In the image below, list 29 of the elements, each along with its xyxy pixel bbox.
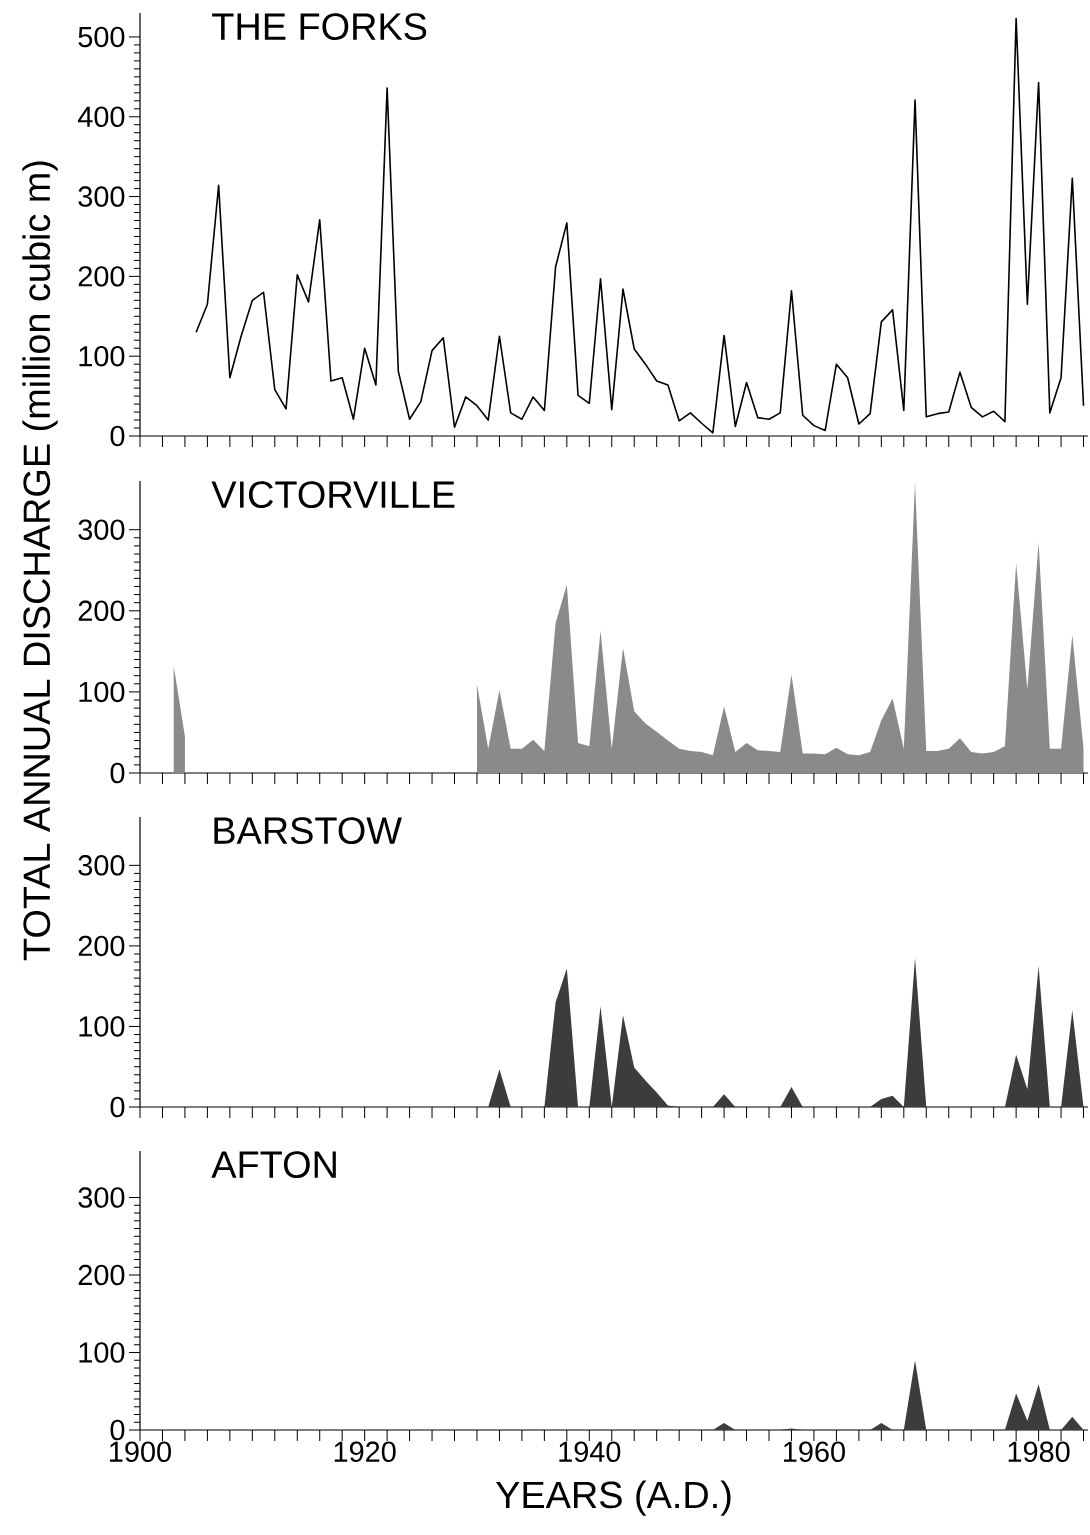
chart-title: BARSTOW: [214, 817, 402, 845]
y-tick-label: 200: [78, 935, 125, 957]
x-tick-label: 1960: [784, 1441, 845, 1462]
x-tick-label: 1900: [110, 1441, 171, 1462]
y-axis-title: TOTAL ANNUAL DISCHARGE (million cubic m): [22, 161, 58, 961]
y-tick-label: 100: [79, 1342, 125, 1363]
y-tick-label: 0: [110, 425, 125, 447]
x-axis-title: YEARS (A.D.): [495, 1480, 731, 1516]
y-tick-label: 300: [78, 519, 125, 540]
y-tick-label: 100: [79, 345, 125, 367]
y-tick-label: 300: [78, 1187, 125, 1208]
chart-title: AFTON: [211, 1151, 336, 1179]
y-tick-label: 200: [78, 266, 125, 287]
y-tick-label: 200: [78, 600, 125, 622]
y-tick-label: 0: [110, 1419, 125, 1441]
y-tick-label: 0: [110, 762, 125, 784]
x-tick-label: 1980: [1008, 1441, 1070, 1462]
chart-title: VICTORVILLE: [211, 481, 455, 509]
y-tick-label: 100: [79, 681, 125, 703]
chart-title: THE FORKS: [212, 13, 427, 41]
y-tick-label: 300: [78, 855, 125, 876]
x-tick-label: 1920: [334, 1441, 396, 1462]
y-tick-label: 0: [110, 1096, 125, 1118]
y-tick-label: 300: [78, 186, 125, 207]
y-tick-label: 100: [79, 1016, 125, 1037]
y-tick-label: 400: [77, 106, 125, 127]
y-tick-label: 200: [78, 1264, 125, 1286]
x-tick-label: 1940: [559, 1441, 621, 1462]
y-tick-label: 500: [78, 26, 125, 48]
